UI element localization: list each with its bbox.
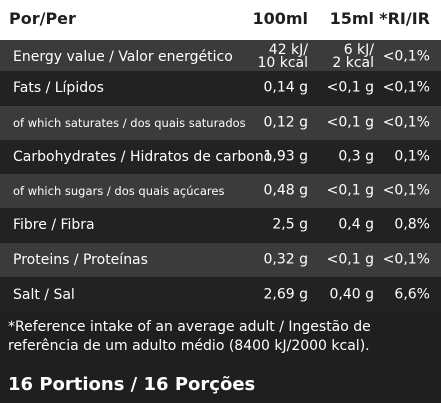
row-label: Fats / Lípidos [13, 80, 104, 96]
value-15ml: 6 kJ/ 2 kcal [332, 42, 374, 71]
value-100ml: 2,5 g [272, 216, 308, 233]
table-row-energy: Energy value / Valor energético 42 kJ/ 1… [0, 40, 441, 74]
table-row-carbohydrates: Carbohydrates / Hidratos de carbono 1,93… [0, 140, 441, 174]
table-row-sugars: of which sugars / dos quais açúcares 0,4… [0, 174, 441, 208]
value-ri: 0,8% [394, 216, 430, 233]
value-ri: <0,1% [382, 251, 430, 268]
value-100ml: 0,12 g [263, 114, 308, 131]
table-row-saturates: of which saturates / dos quais saturados… [0, 106, 441, 140]
table-row-proteins: Proteins / Proteínas 0,32 g <0,1 g <0,1% [0, 243, 441, 277]
value-100ml: 2,69 g [263, 286, 308, 303]
value-15ml: 0,3 g [338, 148, 374, 165]
value-100ml-line1: 42 kJ/ [268, 42, 308, 58]
value-100ml: 0,48 g [263, 182, 308, 199]
value-100ml: 0,14 g [263, 79, 308, 96]
value-15ml: <0,1 g [326, 79, 374, 96]
row-label: Carbohydrates / Hidratos de carbono [13, 149, 273, 165]
row-label: Proteins / Proteínas [13, 252, 148, 268]
value-ri: 0,1% [394, 148, 430, 165]
row-label: Energy value / Valor energético [13, 49, 233, 65]
table-row-salt: Salt / Sal 2,69 g 0,40 g 6,6% [0, 278, 441, 312]
row-label: of which sugars / dos quais açúcares [13, 184, 225, 198]
table-row-fats: Fats / Lípidos 0,14 g <0,1 g <0,1% [0, 71, 441, 105]
value-15ml-line2: 2 kcal [332, 55, 374, 71]
value-ri: 6,6% [394, 286, 430, 303]
value-ri: <0,1% [382, 79, 430, 96]
value-15ml: <0,1 g [326, 251, 374, 268]
value-100ml: 42 kJ/ 10 kcal [257, 42, 308, 71]
header-per: Por/Per [9, 9, 76, 28]
value-15ml: <0,1 g [326, 182, 374, 199]
value-15ml: 0,4 g [338, 216, 374, 233]
header-100ml: 100ml [252, 9, 308, 28]
value-ri: <0,1% [382, 114, 430, 131]
value-ri: <0,1% [382, 48, 430, 65]
table-header: Por/Per 100ml 15ml *RI/IR [0, 0, 441, 40]
value-100ml-line2: 10 kcal [257, 55, 308, 71]
row-label: Fibre / Fibra [13, 217, 95, 233]
table-row-fibre: Fibre / Fibra 2,5 g 0,4 g 0,8% [0, 208, 441, 242]
row-label: of which saturates / dos quais saturados [13, 116, 246, 130]
value-100ml: 1,93 g [263, 148, 308, 165]
value-15ml-line1: 6 kJ/ [343, 42, 374, 58]
value-ri: <0,1% [382, 182, 430, 199]
portions-label: 16 Portions / 16 Porções [8, 374, 256, 395]
row-label: Salt / Sal [13, 287, 75, 303]
header-15ml: 15ml [329, 9, 374, 28]
value-15ml: 0,40 g [329, 286, 374, 303]
value-15ml: <0,1 g [326, 114, 374, 131]
header-ri: *RI/IR [379, 9, 430, 28]
value-100ml: 0,32 g [263, 251, 308, 268]
reference-intake-footnote: *Reference intake of an average adult / … [8, 319, 371, 354]
